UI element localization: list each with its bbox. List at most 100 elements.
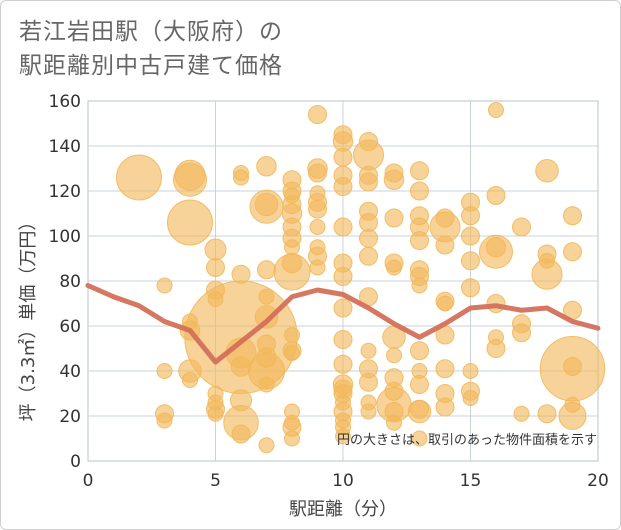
bubble-point — [333, 267, 353, 286]
y-tick-label: 0 — [70, 452, 81, 472]
bubble-point — [359, 246, 378, 266]
title-line-1: 若江岩田駅（大阪府）の — [19, 19, 283, 45]
bubble-point — [564, 396, 581, 413]
bubble-point — [308, 163, 327, 183]
x-tick-label: 0 — [83, 471, 94, 491]
bubble-point — [233, 169, 249, 186]
bubble-point — [386, 414, 402, 431]
bubble-point — [539, 336, 606, 402]
y-tick-label: 80 — [59, 272, 81, 292]
bubble-point — [284, 345, 300, 361]
bubble-point — [407, 399, 432, 424]
bubble-point — [410, 231, 429, 250]
bubble-point — [488, 102, 504, 118]
bubble-point — [258, 288, 275, 305]
bubble-point — [410, 181, 429, 201]
size-note: 円の大きさは、取引のあった物件面積を示す — [337, 433, 597, 448]
bubble-point — [411, 430, 428, 447]
bubble-point — [359, 228, 378, 248]
bubble-point — [512, 217, 531, 237]
y-tick-label: 20 — [59, 407, 81, 427]
bubble-point — [479, 234, 513, 269]
bubble-point — [335, 428, 351, 445]
bubble-point — [309, 259, 326, 276]
x-tick-label: 10 — [332, 471, 354, 491]
bubble-point — [273, 253, 311, 291]
y-tick-label: 40 — [59, 362, 81, 382]
bubble-point — [333, 298, 353, 318]
bubble-point — [333, 177, 353, 196]
bubble-point — [563, 206, 582, 226]
bubble-point — [230, 356, 252, 377]
trend-layer — [85, 283, 601, 365]
bubble-point — [537, 404, 557, 424]
trend-line — [85, 283, 601, 365]
bubble-point — [284, 327, 300, 343]
bubble-point — [173, 162, 207, 197]
bubble-point — [156, 412, 173, 429]
x-tick-label: 20 — [587, 471, 609, 491]
x-tick-label: 15 — [460, 471, 482, 491]
bubble-point — [284, 239, 300, 256]
x-tick-label: 5 — [210, 471, 221, 491]
bubble-point — [359, 172, 378, 192]
y-tick-label: 140 — [49, 137, 81, 157]
bubble-point — [435, 359, 455, 379]
bubble-point — [308, 105, 327, 124]
bubble-point — [309, 219, 326, 235]
bubble-point — [182, 372, 198, 388]
bubble-point — [360, 342, 377, 359]
bubble-point — [411, 277, 428, 294]
bubble-point — [383, 169, 405, 190]
bubble-point — [461, 278, 480, 298]
bubble-point — [207, 405, 224, 422]
y-tick-label: 60 — [59, 317, 81, 337]
bubble-point — [256, 156, 277, 177]
y-tick-label: 120 — [49, 182, 81, 202]
bubble-point — [359, 372, 378, 392]
y-axis-label: 坪（3.3㎡）単価（万円） — [17, 213, 39, 422]
bubble-point — [512, 323, 531, 343]
bubble-point — [486, 186, 506, 205]
bubble-point — [284, 430, 300, 447]
bubble-point — [353, 139, 384, 171]
bubble-point — [333, 217, 353, 237]
bubble-point — [360, 403, 377, 420]
y-tick-label: 160 — [49, 92, 81, 112]
x-axis-label: 駅距離（分） — [289, 499, 397, 520]
bubble-point — [156, 363, 173, 379]
bubble-point — [254, 305, 279, 329]
bubble-point — [384, 208, 404, 228]
bubble-point — [461, 206, 480, 226]
bubble-point — [386, 259, 402, 276]
title-line-2: 駅距離別中古戸建て価格 — [19, 53, 283, 79]
bubble-point — [249, 189, 284, 224]
bubble-point — [462, 363, 479, 379]
bubble-point — [486, 339, 506, 358]
bubble-point — [204, 238, 227, 261]
bubble-point — [410, 375, 429, 394]
bubble-point — [156, 277, 173, 294]
bubble-point — [437, 295, 453, 312]
bubble-point — [535, 159, 559, 183]
x-axis-ticks: 0 5 10 15 20 — [83, 471, 609, 491]
bubble-point — [461, 251, 480, 271]
bubble-point — [563, 242, 582, 262]
y-tick-label: 100 — [49, 227, 81, 247]
bubble-point — [386, 347, 402, 364]
bubble-point — [435, 235, 455, 255]
bubble-point — [462, 390, 479, 406]
bubble-point — [513, 405, 530, 422]
bubble-point — [333, 147, 353, 167]
chart-title: 若江岩田駅（大阪府）の 駅距離別中古戸建て価格 — [19, 15, 283, 83]
bubble-point — [116, 154, 162, 201]
bubble-point — [333, 330, 353, 349]
bubble-point — [435, 397, 455, 417]
bubble-point — [333, 354, 353, 374]
bubble-point — [258, 376, 275, 393]
bubbles-layer — [116, 102, 606, 454]
bubble-point — [410, 161, 429, 181]
bubble-point — [206, 258, 225, 277]
